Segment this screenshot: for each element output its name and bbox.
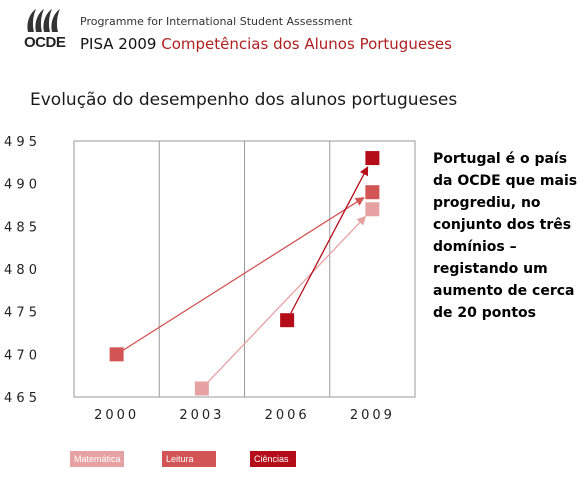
pisa-label: PISA 2009 (80, 35, 157, 53)
programme-label: Programme for International Student Asse… (80, 15, 353, 28)
data-point-marker (365, 185, 380, 200)
legend-item: Matemática (70, 451, 124, 467)
y-tick-label: 4 9 5 (4, 135, 37, 150)
data-point-marker (365, 151, 380, 166)
y-tick-label: 4 6 5 (4, 391, 37, 406)
legend-item: Leitura (162, 451, 216, 467)
x-tick-label: 2003 (179, 408, 224, 423)
data-point-marker (194, 381, 209, 396)
y-tick-label: 4 9 0 (4, 178, 37, 193)
series-arrow (206, 215, 367, 384)
data-point-marker (365, 202, 380, 217)
data-point-marker (280, 313, 295, 328)
series-arrow (290, 166, 369, 314)
series-arrow (123, 197, 365, 351)
page-title: Evolução do desempenho dos alunos portug… (30, 90, 458, 110)
y-tick-label: 4 7 0 (4, 348, 37, 363)
y-tick-label: 4 7 5 (4, 306, 37, 321)
pisa-heading: PISA 2009 Competências dos Alunos Portug… (80, 35, 452, 53)
y-tick-label: 4 8 0 (4, 263, 37, 278)
legend-item: Ciências (250, 451, 296, 467)
x-tick-label: 2006 (265, 408, 310, 423)
callout-text: Portugal é o país da OCDE que mais progr… (433, 151, 578, 321)
ocde-logo-text: OCDE (24, 34, 66, 51)
y-tick-label: 4 8 5 (4, 220, 37, 235)
x-tick-label: 2000 (94, 408, 139, 423)
x-tick-label: 2009 (350, 408, 395, 423)
data-point-marker (109, 347, 124, 362)
pisa-subtitle: Competências dos Alunos Portugueses (161, 35, 452, 53)
ocde-logo-icon (27, 9, 60, 32)
